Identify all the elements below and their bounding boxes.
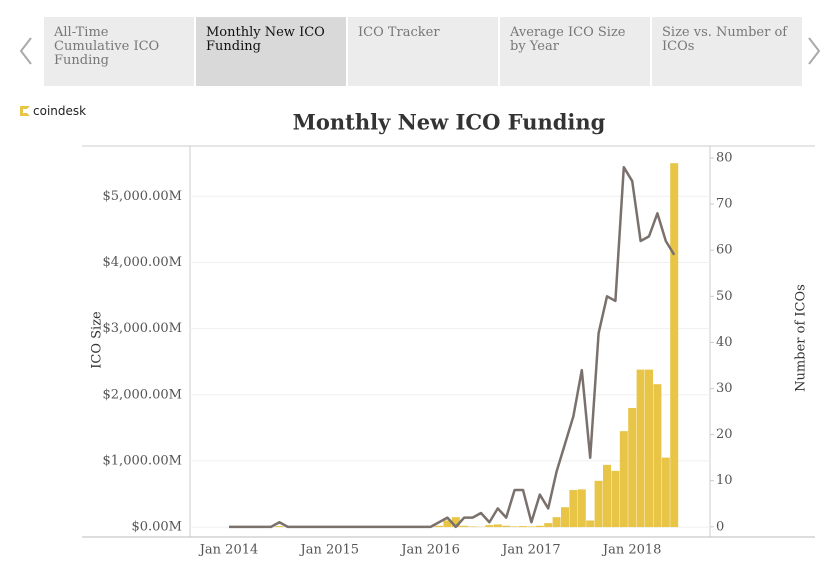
bar: [519, 526, 527, 528]
x-tick-label: Jan 2018: [601, 543, 662, 558]
bar: [594, 480, 603, 528]
bar: [535, 525, 544, 528]
y2-tick-label: 80: [716, 150, 733, 165]
x-tick-label: Jan 2015: [299, 543, 360, 558]
bar: [544, 523, 553, 528]
y2-tick-label: 0: [716, 519, 724, 534]
y2-tick-label: 60: [716, 243, 733, 258]
y2-tick-label: 40: [716, 335, 733, 350]
y2-tick-label: 30: [716, 381, 733, 396]
bar: [636, 369, 645, 528]
logo: coindesk: [20, 104, 86, 118]
logo-icon: [20, 106, 30, 116]
bar: [451, 517, 460, 528]
line: [229, 165, 676, 529]
tab[interactable]: ICO Tracker: [348, 17, 498, 86]
bar: [460, 525, 469, 528]
bar: [670, 163, 679, 528]
tab[interactable]: Average ICO Size by Year: [500, 17, 650, 86]
tab[interactable]: Size vs. Number of ICOs: [652, 17, 802, 86]
bar: [485, 525, 494, 528]
bar: [527, 526, 536, 528]
y2-tick-label: 50: [716, 289, 733, 304]
x-tick-label: Jan 2014: [198, 543, 259, 558]
bar: [628, 407, 637, 528]
y-tick-label: $4,000.00M: [103, 255, 182, 270]
bar: [561, 507, 569, 528]
bar: [611, 470, 620, 528]
x-tick-label: Jan 2017: [500, 543, 561, 558]
y2-tick-label: 10: [716, 473, 733, 488]
bar: [502, 525, 511, 528]
prev-arrow[interactable]: [18, 36, 34, 66]
bar: [569, 490, 578, 528]
y-tick-label: $0.00M: [131, 520, 182, 535]
bar: [577, 489, 586, 528]
bar: [468, 526, 477, 528]
tab[interactable]: All-Time Cumulative ICO Funding: [44, 17, 194, 86]
tab[interactable]: Monthly New ICO Funding: [196, 17, 346, 86]
y2-tick-label: 70: [716, 197, 733, 212]
bar: [586, 520, 595, 528]
bar: [435, 525, 443, 528]
bar: [510, 526, 519, 528]
y2-tick-label: 20: [716, 427, 733, 442]
bar: [493, 524, 502, 528]
bar: [653, 384, 662, 528]
y-tick-label: $2,000.00M: [103, 387, 182, 402]
y-axis-title: ICO Size: [90, 311, 105, 369]
bar: [275, 526, 284, 528]
bar: [603, 464, 611, 528]
x-tick-label: Jan 2016: [399, 543, 460, 558]
next-arrow[interactable]: [806, 36, 822, 66]
y2-axis-title: Number of ICOs: [794, 284, 809, 392]
y-tick-label: $5,000.00M: [103, 189, 182, 204]
bar: [645, 369, 653, 528]
bar: [443, 520, 452, 528]
y-tick-label: $1,000.00M: [103, 453, 182, 468]
chart-title: Monthly New ICO Funding: [293, 110, 606, 135]
bar: [661, 457, 670, 528]
y-tick-label: $3,000.00M: [103, 321, 182, 336]
bar: [619, 431, 628, 528]
bar: [552, 517, 561, 528]
logo-text: coindesk: [33, 104, 87, 118]
